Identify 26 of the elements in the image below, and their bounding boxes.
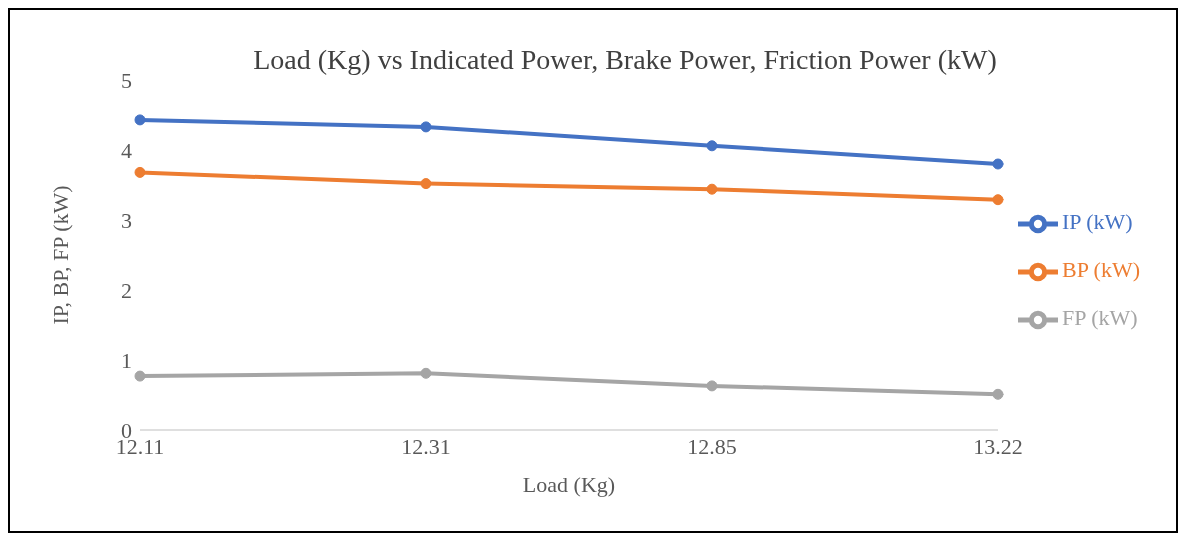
- x-tick-label: 13.22: [973, 433, 1023, 459]
- y-tick-label: 4: [121, 137, 132, 163]
- point: [706, 183, 718, 195]
- point: [420, 367, 432, 379]
- legend-label: BP (kW): [1061, 257, 1140, 282]
- x-tick-label: 12.85: [687, 433, 737, 459]
- point: [134, 370, 146, 382]
- legend-label: IP (kW): [1061, 209, 1133, 234]
- point: [992, 158, 1004, 170]
- x-axis-title: Load (Kg): [522, 472, 616, 497]
- y-tick-label: 5: [121, 67, 132, 93]
- y-tick-label: 2: [121, 277, 132, 303]
- point: [420, 121, 432, 133]
- chart-title: Load (Kg) vs Indicated Power, Brake Power, Friction Power (kW): [252, 43, 998, 77]
- point: [992, 388, 1004, 400]
- point: [992, 194, 1004, 206]
- point: [706, 140, 718, 152]
- point: [706, 380, 718, 392]
- y-tick-label: 1: [121, 347, 132, 373]
- x-tick-label: 12.31: [401, 433, 451, 459]
- y-tick-label: 3: [121, 207, 132, 233]
- point: [134, 166, 146, 178]
- point: [420, 178, 432, 190]
- point: [134, 114, 146, 126]
- y-axis-title: IP, BP, FP (kW): [47, 185, 73, 325]
- legend-label: FP (kW): [1061, 305, 1138, 330]
